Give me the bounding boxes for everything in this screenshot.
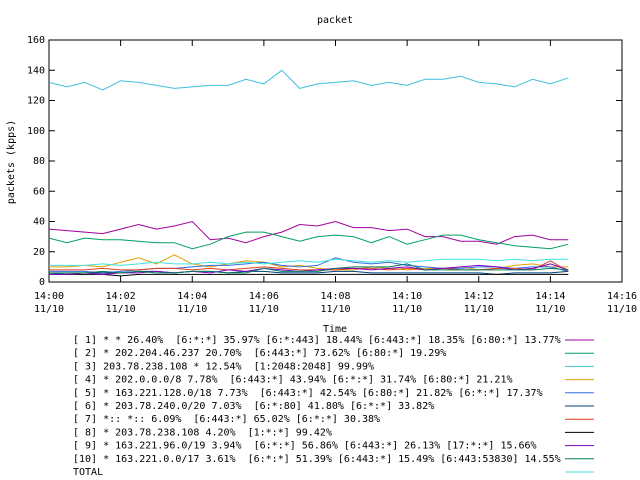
legend-label-1: [ 1] * * 26.40% [6:*:*] 35.97% [6:*:443]… [73, 335, 561, 346]
x-tick-label-date: 11/10 [535, 304, 565, 315]
legend-label-7: [ 7] *:: *:: 6.09% [6:443:*] 65.02% [6:*… [73, 414, 380, 425]
x-tick-label-time: 14:04 [177, 291, 207, 302]
y-tick-label: 80 [33, 156, 45, 167]
plot-area: 0 20 40 60 80 100 120 140 160 14:00 11/10 14:02 11/1… [27, 35, 637, 315]
y-tick-label: 60 [33, 186, 45, 197]
legend-label-2: [ 2] * 202.204.46.237 20.70% [6:443:*] 7… [73, 348, 446, 359]
x-tick-label-time: 14:00 [34, 291, 64, 302]
x-tick-label-date: 11/10 [249, 304, 279, 315]
series-line-2 [48, 231, 569, 250]
y-tick-label: 100 [27, 126, 45, 137]
y-tick-label: 20 [33, 247, 45, 258]
x-tick-label-time: 14:16 [607, 291, 637, 302]
series-line-8 [49, 273, 569, 277]
plot-border [48, 39, 623, 283]
x-tick-label-time: 14:06 [249, 291, 279, 302]
legend-label-5: [ 5] * 163.221.128.0/18 7.73% [6:443:*] … [73, 388, 543, 399]
x-tick-label-date: 11/10 [392, 304, 422, 315]
y-tick-label: 120 [27, 96, 45, 107]
x-tick-label-date: 11/10 [177, 304, 207, 315]
legend-label-3: [ 3] 203.78.238.108 * 12.54% [1:2048:204… [73, 361, 374, 372]
series-line-3 [48, 69, 569, 91]
legend-label-10: [10] * 163.221.0.0/17 3.61% [6:*:*] 51.3… [73, 454, 561, 465]
legend-label-9: [ 9] * 163.221.96.0/19 3.94% [6:*:*] 56.… [73, 441, 537, 452]
legend-label-11: TOTAL [73, 467, 103, 478]
legend-label-8: [ 8] * 203.78.238.108 4.20% [1:*:*] 99.4… [73, 427, 332, 438]
x-tick-label-time: 14:10 [392, 291, 422, 302]
legend-label-4: [ 4] * 202.0.0.0/8 7.78% [6:443:*] 43.94… [73, 375, 513, 386]
y-tick-label: 0 [39, 277, 45, 288]
x-tick-label-time: 14:14 [535, 291, 565, 302]
series-line-10 [49, 263, 569, 274]
x-tick-label-date: 11/10 [607, 304, 637, 315]
x-tick-label-time: 14:08 [320, 291, 350, 302]
series-line-11 [49, 258, 569, 266]
x-tick-label-time: 14:12 [464, 291, 494, 302]
y-tick-label: 160 [27, 35, 45, 46]
x-tick-label-date: 11/10 [34, 304, 64, 315]
x-tick-label-date: 11/10 [106, 304, 136, 315]
legend: [ 1] * * 26.40% [6:*:*] 35.97% [6:*:443]… [73, 335, 594, 478]
legend-label-6: [ 6] * 203.78.240.0/20 7.03% [6:*:80] 41… [73, 401, 434, 412]
series-line-9 [49, 263, 569, 275]
x-tick-label-date: 11/10 [464, 304, 494, 315]
y-axis-label: packets (kpps) [6, 120, 17, 204]
x-tick-label-date: 11/10 [320, 304, 350, 315]
series-line-4 [49, 254, 569, 271]
x-axis-label: Time [323, 324, 347, 335]
series-line-1 [48, 220, 569, 245]
y-tick-label: 40 [33, 217, 45, 228]
y-tick-label: 140 [27, 65, 45, 76]
x-tick-label-time: 14:02 [106, 291, 136, 302]
chart-title: packet [317, 15, 353, 26]
